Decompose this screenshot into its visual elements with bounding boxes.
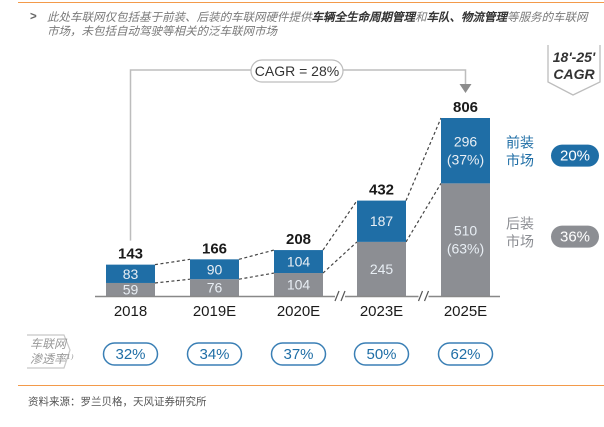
bar-rear-2019E (190, 279, 239, 296)
x-tick-label: 2019E (193, 303, 236, 320)
segment-cagr-value: 36% (560, 229, 590, 246)
bar-rear-2025E (441, 183, 490, 296)
data-label-total: 166 (202, 240, 227, 257)
bar-front-2020E (274, 250, 323, 274)
penetration-pill (186, 342, 243, 366)
axis-break-gap (418, 291, 429, 301)
data-label-rear: (63%) (447, 241, 484, 257)
penetration-value: 62% (450, 346, 480, 363)
bar-rear-2020E (274, 273, 323, 296)
note-text: 此处车联网仅包括基于前装、后装的车联网硬件提供车辆全生命周期管理和车队、物流管理… (30, 10, 590, 38)
data-label-total: 208 (286, 231, 311, 248)
connector-line-front (322, 200, 358, 251)
connector-line-rear (405, 183, 442, 243)
data-label-front: (37%) (447, 152, 484, 168)
bar-rear-2018 (106, 282, 155, 296)
note-fragment: 等服务的车联网市场，未包括自动驾驶等相关的泛车联网市场 (47, 10, 588, 38)
penetration-pill (270, 342, 327, 366)
penetration-value: 37% (283, 346, 313, 363)
cagr-pill (250, 59, 344, 83)
cagr-header-label: 18'-25' (553, 49, 596, 65)
penetration-label: 渗透率¹⁾ (30, 352, 74, 366)
top-rule (18, 2, 604, 3)
bar-front-2023E (357, 200, 406, 242)
data-label-front: 104 (287, 254, 311, 270)
note-fragment: 和 (415, 10, 427, 24)
note-emphasis: 车队、物流管理 (426, 10, 508, 24)
data-label-rear: 76 (207, 280, 223, 296)
data-label-rear: 104 (287, 277, 311, 293)
data-label-total: 143 (118, 246, 143, 263)
penetration-pill (102, 342, 159, 366)
connector-line-rear (322, 241, 358, 274)
data-label-rear: 510 (454, 223, 478, 239)
cagr-header-label: CAGR (553, 66, 595, 82)
axis-break-mark (340, 290, 346, 302)
segment-cagr-pill-rear (551, 225, 599, 248)
data-label-front: 90 (207, 261, 223, 277)
penetration-value: 32% (115, 346, 145, 363)
axis-break-mark (423, 290, 430, 302)
bar-front-2025E (441, 118, 490, 184)
data-label-rear: 59 (123, 281, 139, 297)
bar-front-2019E (190, 259, 239, 280)
note-emphasis: 车辆全生命周期管理 (311, 10, 416, 24)
connector-line-rear (154, 278, 191, 284)
x-tick-label: 2018 (114, 303, 147, 320)
chart-note: > 此处车联网仅包括基于前装、后装的车联网硬件提供车辆全生命周期管理和车队、物流… (30, 10, 590, 38)
cagr-bracket (129, 69, 467, 241)
data-label-total: 432 (369, 182, 394, 199)
axis-break-gap (335, 291, 345, 301)
bar-front-2018 (106, 264, 155, 283)
connector-line-front (405, 117, 442, 201)
x-tick-label: 2025E (444, 303, 487, 320)
legend-label-front: 市场 (506, 153, 534, 170)
segment-cagr-value: 20% (560, 148, 590, 165)
axis-break-mark (334, 290, 340, 302)
penetration-label-chevron (27, 334, 71, 369)
connector-line-front (238, 249, 275, 260)
connector-line-rear (238, 272, 275, 280)
penetration-value: 50% (366, 346, 396, 363)
legend-label-rear: 后装 (506, 217, 534, 233)
legend-label-rear: 市场 (506, 234, 534, 251)
penetration-label: 车联网 (30, 337, 68, 351)
segment-cagr-pill-front (551, 144, 599, 167)
data-label-front: 187 (370, 213, 394, 229)
x-tick-label: 2020E (277, 303, 320, 320)
cagr-label: CAGR = 28% (255, 63, 339, 79)
data-label-front: 83 (123, 266, 139, 282)
penetration-pill (353, 342, 410, 366)
note-fragment: 此处车联网仅包括基于前装、后装的车联网硬件提供 (47, 10, 312, 24)
bullet-icon: > (30, 11, 37, 23)
cagr-header-chevron (547, 45, 601, 96)
axis-break-mark (417, 290, 424, 302)
bar-rear-2023E (357, 241, 406, 296)
x-tick-label: 2023E (360, 303, 403, 320)
penetration-value: 34% (199, 346, 229, 363)
data-label-total: 806 (453, 99, 478, 116)
bottom-rule (18, 385, 604, 386)
connector-line-front (154, 258, 191, 266)
source-note: 资料来源：罗兰贝格，天风证券研究所 (28, 396, 207, 408)
arrow-down-icon (459, 84, 472, 93)
data-label-front: 296 (454, 134, 478, 150)
data-label-rear: 245 (370, 261, 394, 277)
penetration-pill (437, 342, 494, 366)
legend-label-front: 前装 (506, 135, 534, 152)
